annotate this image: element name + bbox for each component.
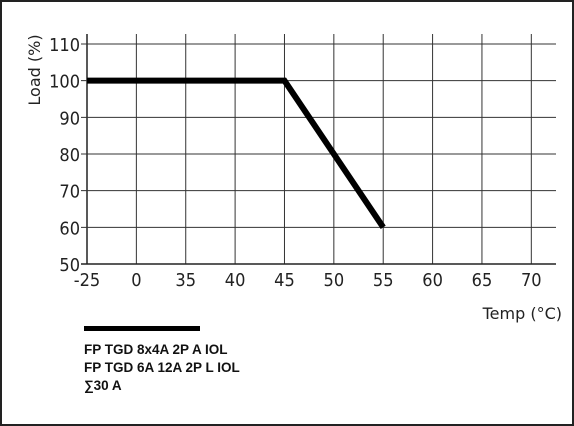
x-tick-label: 70: [521, 270, 542, 291]
y-tick-label: 80: [59, 145, 80, 166]
y-tick-label: 60: [59, 218, 80, 239]
x-tick-label: 45: [274, 270, 295, 291]
legend-swatch: [84, 326, 200, 331]
x-tick-label: 50: [324, 270, 345, 291]
x-tick-label: 40: [225, 270, 246, 291]
y-tick-label: 90: [59, 108, 80, 129]
y-tick-labels: 50 60 70 80 90 100 110: [49, 35, 80, 276]
series-line: [87, 77, 386, 230]
x-tick-label: 55: [373, 270, 394, 291]
series: [87, 77, 386, 230]
x-tick-label: 35: [175, 270, 196, 291]
y-tick-label: 100: [49, 72, 80, 93]
legend-entry-2: FP TGD 6A 12A 2P L IOL: [84, 360, 240, 375]
y-tick-label: 50: [59, 255, 80, 276]
x-tick-label: 65: [472, 270, 493, 291]
y-tick-label: 110: [49, 35, 80, 56]
y-axis-title: Load (%): [25, 34, 44, 105]
legend-entry-1: FP TGD 8x4A 2P A IOL: [84, 342, 228, 357]
x-tick-label: 60: [422, 270, 443, 291]
legend-entry-3: ∑30 A: [84, 378, 122, 393]
x-tick-labels: -25 0 35 40 45 50 55 60 65 70: [74, 270, 542, 291]
x-tick-label: 0: [131, 270, 141, 291]
y-tick-label: 70: [59, 182, 80, 203]
legend: FP TGD 8x4A 2P A IOL FP TGD 6A 12A 2P L …: [84, 326, 240, 395]
grid: [81, 34, 556, 265]
x-axis-title: Temp (°C): [482, 304, 562, 323]
x-tick-label: -25: [74, 270, 100, 291]
